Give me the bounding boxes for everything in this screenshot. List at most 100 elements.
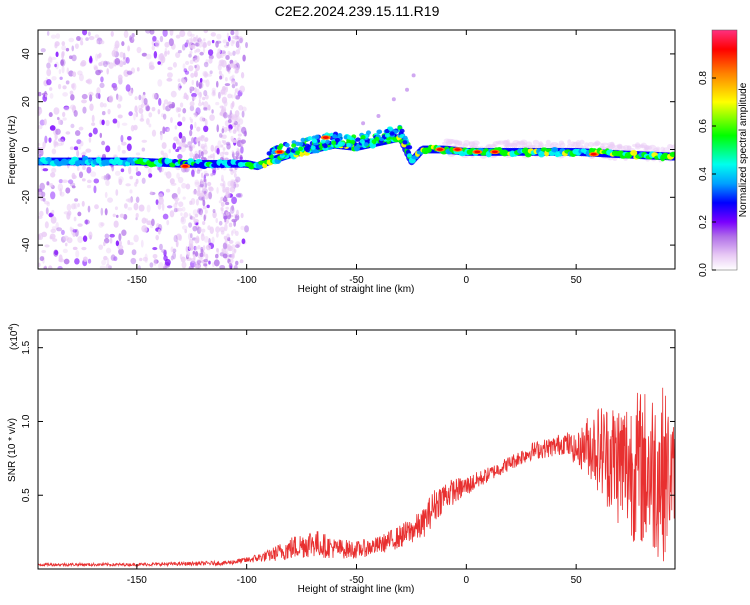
heat-cell [73,109,78,117]
heat-cell [81,178,86,182]
heat-cell [204,173,210,177]
heat-cell [114,170,121,176]
heat-cell [198,264,201,269]
heat-cell [226,233,230,239]
heat-cell [180,216,185,223]
heat-cell [192,225,198,232]
heat-cell [181,135,187,144]
heat-cell [195,198,199,206]
heat-cell [168,38,174,47]
heat-cell [57,83,62,90]
heat-cell [118,176,124,183]
heat-cell [105,145,111,153]
heat-cell [474,150,481,154]
heat-cell [99,265,106,269]
heat-cell [332,134,338,139]
heat-cell [211,236,215,244]
heat-cell [108,62,114,69]
heat-cell [207,104,211,111]
heat-cell [231,83,236,89]
heat-cell [222,197,228,203]
y-tick-label: 1.0 [21,414,32,428]
heat-cell [173,197,180,202]
heat-cell [55,141,59,148]
heat-cell [538,141,543,146]
heat-cell [141,139,148,143]
heat-cell [200,248,204,254]
heat-cell [38,147,41,155]
heat-cell [48,112,53,118]
heat-cell [203,38,206,42]
heat-cell [65,80,70,85]
heat-cell [78,171,84,179]
heat-cell [55,222,59,230]
heat-cell [225,191,231,199]
heat-cell [44,221,49,229]
heat-cell [202,118,207,123]
heat-cell [104,191,108,199]
heat-cell [117,244,124,250]
heat-cell [88,91,94,97]
colorbar-tick-label: 0.2 [698,215,709,229]
heat-cell [216,124,219,133]
heat-cell [163,249,167,257]
heat-cell [189,116,192,121]
heat-cell [175,240,179,248]
heat-cell [147,167,152,174]
heat-cell [182,108,187,114]
heat-cell [196,88,200,96]
heat-cell [117,114,123,119]
heat-cell [228,245,233,252]
heat-cell [71,83,75,89]
heat-cell [55,33,61,39]
heat-cell [160,132,163,141]
heat-cell [103,241,106,247]
heat-cell [181,116,186,122]
heat-cell [142,256,149,262]
heat-cell [166,77,173,82]
heat-cell [71,54,77,62]
heat-cell [152,247,158,251]
heat-cell [74,130,81,136]
heat-cell [187,141,193,146]
heat-cell [191,174,195,178]
heat-cell [71,45,75,52]
heat-cell [117,103,122,109]
heat-cell [238,118,244,125]
heat-cell [239,154,243,160]
heat-cell [191,144,196,149]
heat-cell [178,142,183,148]
heat-cell [41,231,48,238]
x-tick-label: 50 [571,575,583,586]
heat-cell [199,192,204,197]
heat-cell [237,133,242,137]
heat-cell [227,68,231,75]
heat-cell [104,208,108,216]
heat-cell [203,89,208,97]
heat-cell [133,112,136,121]
heat-cell [216,147,220,155]
heat-cell [114,57,121,65]
heat-cell [50,34,57,39]
heat-cell [55,128,61,135]
heat-cell [209,226,214,235]
snr-scale-prefix: (x10 [9,330,20,350]
x-tick-label: -50 [349,575,364,586]
heat-cell [207,181,212,187]
y-tick-label: 0.5 [21,488,32,502]
heat-cell [39,210,44,217]
heat-cell [224,238,228,244]
heat-cell [198,149,201,155]
heat-cell [188,222,193,228]
heat-cell [57,265,63,269]
heat-cell [238,105,244,111]
heat-cell [115,189,119,196]
heat-cell [218,133,223,138]
heat-cell [387,126,393,131]
heat-cell [215,226,221,233]
heat-cell [44,94,48,98]
heat-cell [223,90,227,96]
heat-cell [107,174,112,180]
snr-series-line [38,387,675,568]
y-tick-label: 1.5 [21,340,32,354]
